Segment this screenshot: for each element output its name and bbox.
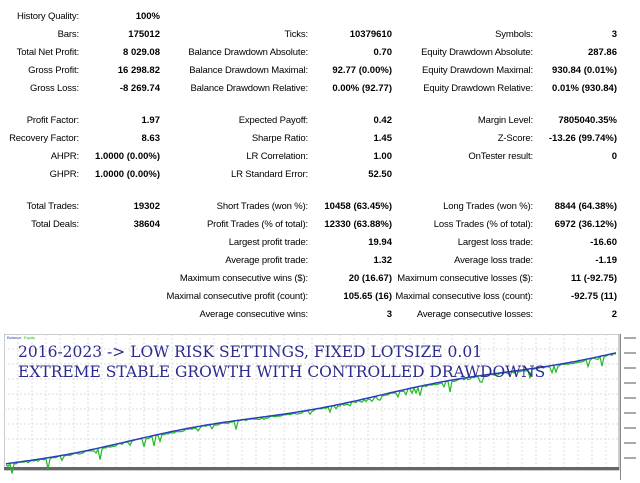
stat-label: Equity Drawdown Relative: (423, 83, 533, 94)
balance-equity-chart: Balance Equity 2016-2023 -> LOW RISK SETT… (3, 333, 640, 480)
stat-value: 1.0000 (0.00%) (95, 169, 160, 180)
stat-value: 1.0000 (0.00%) (95, 151, 160, 162)
stat-value: 10379610 (349, 29, 392, 40)
stat-value: -92.75 (11) (571, 291, 617, 302)
stat-label: LR Standard Error: (230, 169, 308, 180)
stat-value: 3 (611, 29, 617, 40)
legend-balance: Balance (7, 335, 22, 340)
stat-value: 52.50 (368, 169, 392, 180)
axis-tick-label (624, 382, 636, 384)
stat-label: LR Correlation: (246, 151, 308, 162)
stat-label: Balance Drawdown Maximal: (189, 65, 308, 76)
stat-label: Gross Loss: (29, 83, 79, 94)
stat-value: -13.26 (99.74%) (548, 133, 617, 144)
stat-value: 38604 (133, 219, 160, 230)
stat-label: Sharpe Ratio: (251, 133, 308, 144)
chart-separator (4, 467, 619, 470)
stat-label: Total Net Profit: (16, 47, 80, 58)
chart-svg: Balance Equity (3, 333, 636, 480)
stat-value: 2 (611, 309, 617, 320)
stat-label: AHPR: (50, 151, 79, 162)
stat-value: -1.19 (595, 255, 617, 266)
stat-value: 10458 (63.45%) (324, 201, 392, 212)
stat-label: Average loss trade: (454, 255, 533, 266)
stat-value: 0.70 (373, 47, 393, 58)
axis-tick-label (624, 457, 636, 459)
stat-label: Maximum consecutive losses ($): (397, 273, 533, 284)
axis-tick-label (624, 352, 636, 354)
stat-label: Loss Trades (% of total): (433, 219, 533, 230)
stat-label: Long Trades (won %): (443, 201, 533, 212)
price-axis (620, 334, 621, 480)
axis-tick-label (624, 337, 636, 339)
axis-tick-label (624, 442, 636, 444)
balance-line (5, 352, 617, 465)
stat-value: 7805040.35% (558, 115, 617, 126)
stat-value: -16.60 (590, 237, 617, 248)
stat-label: Total Trades: (26, 201, 80, 212)
stat-value: 1.00 (373, 151, 393, 162)
stat-label: Balance Drawdown Absolute: (188, 47, 308, 58)
stat-label: Ticks: (284, 29, 308, 40)
stat-value: 12330 (63.88%) (324, 219, 392, 230)
stat-value: 1.97 (141, 115, 161, 126)
stat-label: Total Deals: (31, 219, 79, 230)
legend-equity: Equity (24, 335, 35, 340)
stat-label: Largest loss trade: (457, 237, 533, 248)
stat-label: Equity Drawdown Maximal: (422, 65, 533, 76)
stat-label: Short Trades (won %): (216, 201, 309, 212)
stat-value: 92.77 (0.00%) (332, 65, 392, 76)
stat-value: 0 (611, 151, 617, 162)
stat-label: Equity Drawdown Absolute: (421, 47, 533, 58)
stat-label: Average consecutive wins: (199, 309, 308, 320)
stat-value: 16 298.82 (117, 65, 160, 76)
stat-label: Expected Payoff: (238, 115, 308, 126)
stat-value: 930.84 (0.01%) (552, 65, 617, 76)
stat-label: Average profit trade: (225, 255, 308, 266)
stat-value: 6972 (36.12%) (554, 219, 617, 230)
stat-value: 1.45 (373, 133, 393, 144)
stat-label: Profit Factor: (26, 115, 79, 126)
stat-value: 100% (135, 11, 160, 22)
stat-label: Recovery Factor: (9, 133, 79, 144)
stat-label: Balance Drawdown Relative: (190, 83, 308, 94)
stat-label: Maximal consecutive loss (count): (395, 291, 533, 302)
stat-value: -8 269.74 (119, 83, 160, 94)
stat-value: 1.32 (373, 255, 393, 266)
stat-value: 3 (386, 309, 392, 320)
stat-value: 8844 (64.38%) (554, 201, 617, 212)
stat-label: History Quality: (16, 11, 79, 22)
chart-caption-1: 2016-2023 -> LOW RISK SETTINGS, FIXED LO… (18, 343, 483, 361)
stat-label: Bars: (57, 29, 80, 40)
stat-value: 11 (-92.75) (571, 273, 617, 284)
stat-label: Largest profit trade: (228, 237, 308, 248)
axis-tick-label (624, 367, 636, 369)
stat-value: 287.86 (587, 47, 617, 58)
stat-label: GHPR: (49, 169, 79, 180)
stat-label: Average consecutive losses: (416, 309, 533, 320)
stat-value: 8 029.08 (123, 47, 160, 58)
chart-caption-2: EXTREME STABLE GROWTH WITH CONTROLLED DR… (18, 363, 546, 381)
stat-value: 0.42 (373, 115, 393, 126)
stat-label: Z-Score: (497, 133, 533, 144)
stat-value: 0.01% (930.84) (552, 83, 617, 94)
stat-value: 19302 (133, 201, 160, 212)
stat-label: Gross Profit: (28, 65, 79, 76)
axis-tick-label (624, 427, 636, 429)
stat-value: 105.65 (16) (343, 291, 392, 302)
stat-value: 0.00% (92.77) (332, 83, 392, 94)
stat-value: 19.94 (368, 237, 392, 248)
stat-label: Maximum consecutive wins ($): (179, 273, 308, 284)
stat-label: Maximal consecutive profit (count): (166, 291, 308, 302)
stat-label: Profit Trades (% of total): (206, 219, 308, 230)
stat-value: 8.63 (141, 133, 161, 144)
axis-tick-label (624, 397, 636, 399)
axis-tick-label (624, 412, 636, 414)
stat-value: 175012 (128, 29, 160, 40)
stat-value: 20 (16.67) (348, 273, 392, 284)
stat-label: OnTester result: (468, 151, 533, 162)
stat-label: Symbols: (495, 29, 533, 40)
stat-label: Margin Level: (477, 115, 533, 126)
